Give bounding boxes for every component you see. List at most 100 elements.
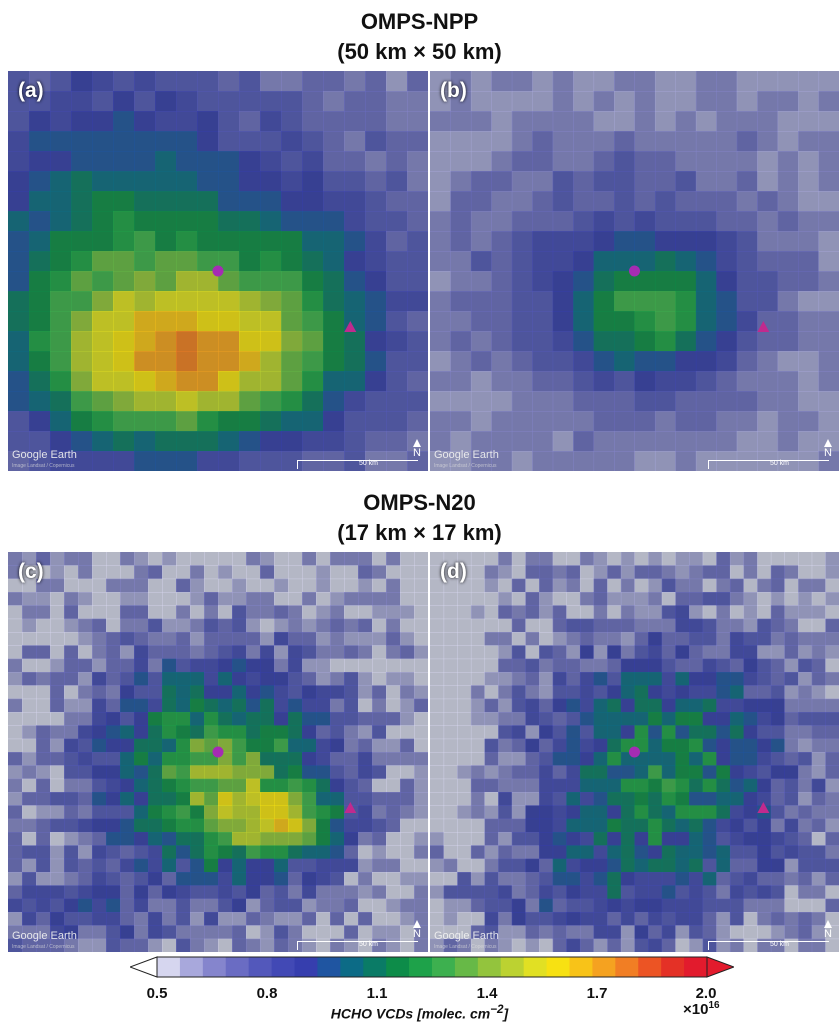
heatmap-cell	[22, 938, 37, 952]
heatmap-cell	[302, 938, 317, 952]
heatmap-cell	[302, 872, 317, 886]
heatmap-cell	[190, 912, 205, 926]
heatmap-cell	[120, 658, 135, 673]
heatmap-cell	[274, 912, 289, 926]
heatmap-cell	[330, 832, 345, 846]
heatmap-cell	[430, 351, 451, 372]
heatmap-cell	[661, 805, 676, 820]
heatmap-cell	[729, 712, 745, 726]
heatmap-cell	[784, 805, 799, 820]
heatmap-cell	[36, 712, 51, 726]
heatmap-cell	[784, 712, 799, 726]
heatmap-cell	[386, 111, 408, 132]
heatmap-cell	[113, 291, 135, 312]
heatmap-cell	[204, 898, 219, 913]
heatmap-cell	[232, 725, 247, 740]
heatmap-cell	[593, 391, 615, 412]
heatmap-cell	[607, 832, 622, 846]
heatmap-cell	[716, 818, 731, 833]
heatmap-cell	[71, 431, 93, 452]
heatmap-cell	[675, 351, 697, 372]
heatmap-cell	[614, 131, 635, 152]
heatmap-cell	[552, 578, 567, 593]
heatmap-cell	[566, 858, 581, 873]
heatmap-cell	[8, 592, 23, 606]
heatmap-cell	[777, 171, 799, 192]
heatmap-cell	[204, 552, 219, 566]
heatmap-cell	[155, 191, 177, 212]
heatmap-cell	[232, 618, 247, 633]
heatmap-cell	[302, 818, 317, 833]
heatmap-cell	[302, 805, 317, 820]
heatmap-cell	[579, 778, 595, 793]
heatmap-cell	[232, 845, 247, 860]
heatmap-cell	[344, 885, 359, 900]
heatmap-cell	[50, 858, 65, 873]
heatmap-cell	[288, 872, 303, 886]
heatmap-cell	[92, 91, 114, 112]
heatmap-grid	[8, 552, 428, 952]
heatmap-cell	[22, 632, 37, 646]
heatmap-cell	[190, 645, 205, 660]
heatmap-cell	[120, 672, 135, 686]
heatmap-cell	[386, 131, 408, 152]
heatmap-cell	[648, 658, 663, 673]
heatmap-cell	[386, 371, 408, 392]
heatmap-cell	[825, 898, 839, 913]
heatmap-cell	[511, 351, 533, 372]
heatmap-cell	[218, 311, 240, 332]
heatmap-cell	[358, 672, 373, 686]
heatmap-cell	[218, 832, 233, 846]
heatmap-cell	[148, 752, 163, 766]
heatmap-cell	[430, 391, 451, 412]
heatmap-cell	[470, 391, 492, 412]
heatmap-cell	[430, 925, 445, 940]
heatmap-cell	[484, 698, 499, 713]
heatmap-cell	[634, 411, 656, 432]
heatmap-cell	[358, 925, 373, 940]
heatmap-cell	[736, 451, 758, 471]
heatmap-cell	[106, 805, 121, 820]
heatmap-cell	[757, 618, 772, 633]
heatmap-cell	[450, 311, 472, 332]
heatmap-cell	[579, 685, 595, 700]
heatmap-cell	[729, 792, 745, 806]
heatmap-cell	[372, 672, 387, 686]
heatmap-cell	[407, 331, 428, 352]
heatmap-cell	[344, 331, 366, 352]
heatmap-cell	[579, 818, 595, 833]
heatmap-cell	[450, 411, 472, 432]
heatmap-cell	[50, 251, 72, 272]
heatmap-cell	[78, 805, 93, 820]
heatmap-cell	[148, 552, 163, 566]
heatmap-cell	[246, 925, 261, 940]
heatmap-cell	[274, 832, 289, 846]
heatmap-cell	[372, 845, 387, 860]
heatmap-cell	[566, 765, 581, 780]
heatmap-cell	[539, 858, 554, 873]
heatmap-cell	[218, 698, 233, 713]
heatmap-cell	[218, 792, 233, 806]
heatmap-cell	[274, 698, 289, 713]
heatmap-cell	[450, 111, 472, 132]
heatmap-cell	[689, 698, 704, 713]
heatmap-cell	[400, 605, 415, 620]
heatmap-cell	[566, 632, 581, 646]
heatmap-cell	[218, 845, 233, 860]
heatmap-cell	[716, 371, 738, 392]
heatmap-cell	[798, 578, 813, 593]
heatmap-cell	[197, 331, 219, 352]
heatmap-cell	[757, 738, 772, 753]
heatmap-cell	[134, 738, 149, 753]
heatmap-cell	[784, 872, 799, 886]
heatmap-cell	[743, 792, 758, 806]
heatmap-cell	[414, 592, 428, 606]
heatmap-cell	[552, 805, 567, 820]
heatmap-cell	[218, 151, 240, 172]
heatmap-cell	[648, 845, 663, 860]
heatmap-cell	[593, 371, 615, 392]
heatmap-cell	[155, 331, 177, 352]
heatmap-cell	[197, 431, 219, 452]
heatmap-cell	[579, 592, 595, 606]
colorbar-segment	[546, 957, 570, 977]
